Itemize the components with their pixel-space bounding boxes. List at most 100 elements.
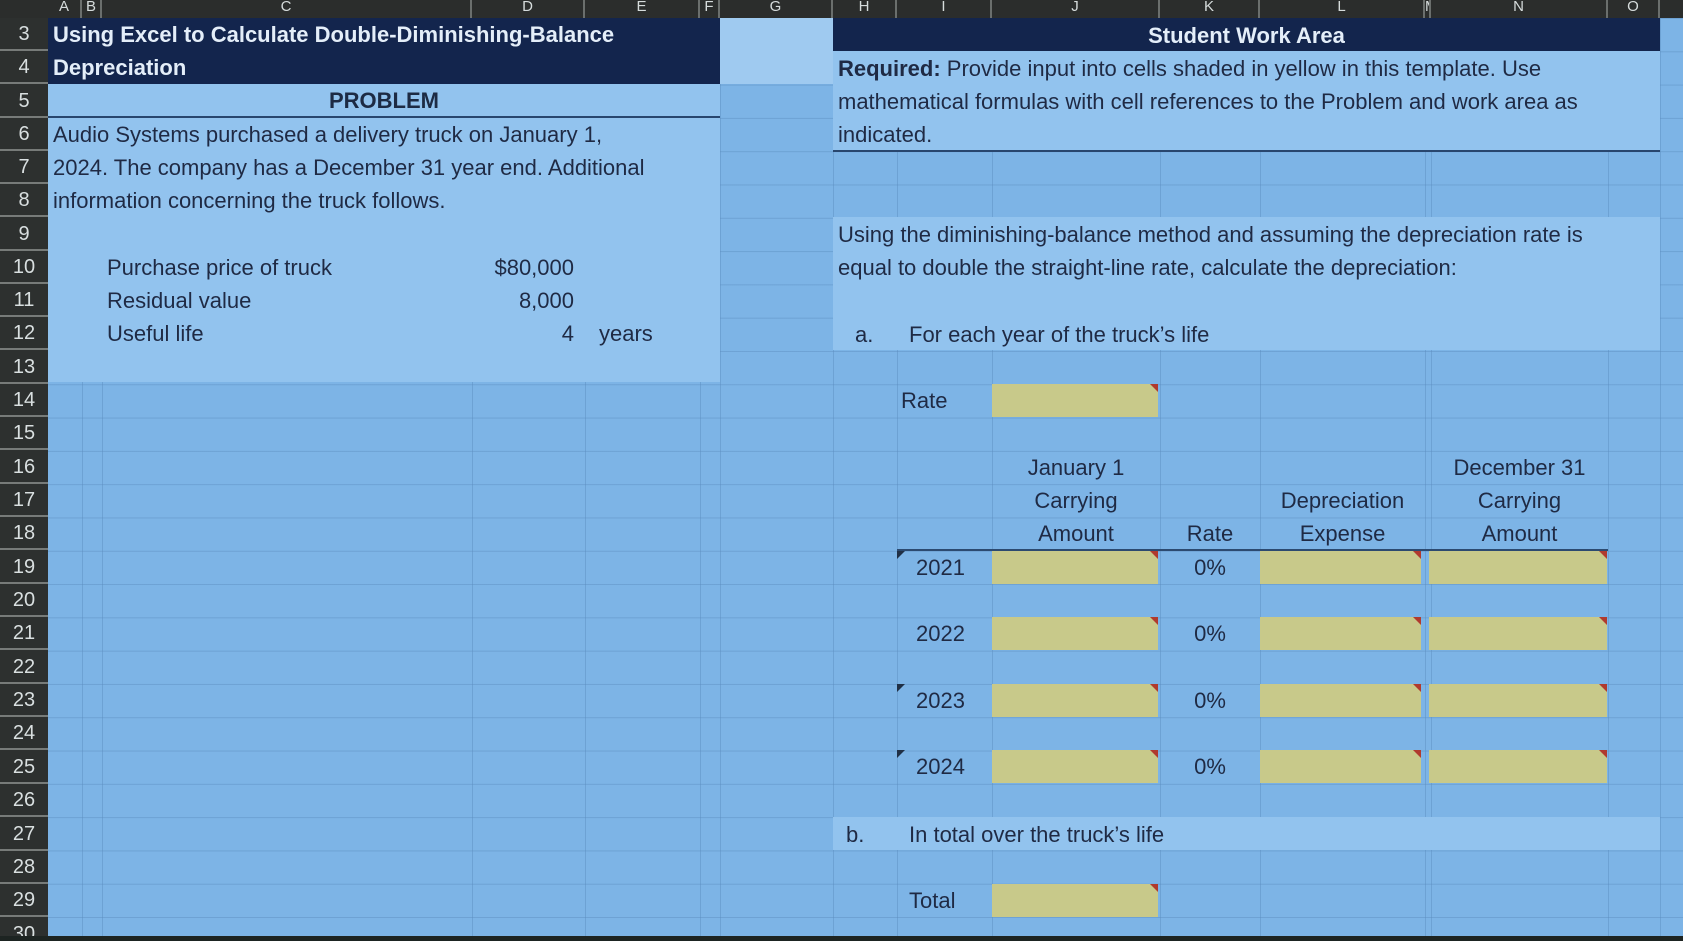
row-header-15[interactable]: 15 [0, 417, 48, 450]
year-2024: 2024 [916, 754, 965, 779]
row-header-16[interactable]: 16 [0, 450, 48, 484]
row-header-27[interactable]: 27 [0, 817, 48, 851]
column-header-c[interactable]: C [102, 0, 472, 18]
dec31-2021-input[interactable] [1429, 551, 1607, 584]
residual-value-value[interactable]: 8,000 [518, 288, 574, 313]
header-jan1-line2: Carrying [1034, 488, 1118, 513]
problem-section-header: PROBLEM [329, 88, 439, 113]
problem-title-line1: Using Excel to Calculate Double-Diminish… [53, 22, 615, 47]
residual-value-label: Residual value [107, 288, 252, 313]
column-header-e[interactable]: E [585, 0, 700, 18]
rate-2024[interactable]: 0% [1194, 754, 1226, 779]
instruction-area [833, 217, 1660, 350]
required-label: Required: [838, 56, 941, 81]
column-header-o[interactable]: O [1608, 0, 1660, 18]
problem-text-line3: information concerning the truck follows… [53, 188, 446, 213]
problem-header-underline [48, 116, 720, 118]
row-header-8[interactable]: 8 [0, 184, 48, 217]
purchase-price-value[interactable]: $80,000 [494, 255, 574, 280]
dec31-2024-input[interactable] [1429, 750, 1607, 783]
row-header-14[interactable]: 14 [0, 384, 48, 417]
required-area [833, 51, 1660, 151]
part-a-text: For each year of the truck’s life [909, 322, 1210, 347]
column-header-h[interactable]: H [833, 0, 897, 18]
total-input-cell[interactable] [992, 884, 1158, 917]
required-line3: indicated. [838, 122, 933, 147]
row-header-10[interactable]: 10 [0, 251, 48, 284]
row-header-17[interactable]: 17 [0, 484, 48, 517]
rate-2021[interactable]: 0% [1194, 555, 1226, 580]
row-header-9[interactable]: 9 [0, 217, 48, 251]
row-header-13[interactable]: 13 [0, 350, 48, 384]
jan1-2024-input[interactable] [992, 750, 1158, 783]
jan1-2023-input[interactable] [992, 684, 1158, 717]
row-header-23[interactable]: 23 [0, 684, 48, 717]
rate-2022[interactable]: 0% [1194, 621, 1226, 646]
row-header-12[interactable]: 12 [0, 317, 48, 350]
row-header-22[interactable]: 22 [0, 650, 48, 684]
problem-text-line2: 2024. The company has a December 31 year… [53, 155, 645, 180]
column-header-k[interactable]: K [1160, 0, 1260, 18]
column-header-g[interactable]: G [720, 0, 833, 18]
column-header-a[interactable]: A [48, 0, 82, 18]
column-header-b[interactable]: B [82, 0, 102, 18]
dep-2021-input[interactable] [1260, 551, 1421, 584]
rate-input-cell[interactable] [992, 384, 1158, 417]
dep-2023-input[interactable] [1260, 684, 1421, 717]
header-jan1-line1: January 1 [1027, 455, 1125, 480]
row-header-3[interactable]: 3 [0, 18, 48, 51]
required-text-1: Provide input into cells shaded in yello… [940, 56, 1542, 81]
row-header-5[interactable]: 5 [0, 84, 48, 118]
row-header-21[interactable]: 21 [0, 617, 48, 650]
problem-area [48, 84, 720, 382]
work-area-header: Student Work Area [1148, 23, 1345, 48]
jan1-2022-input[interactable] [992, 617, 1158, 650]
header-dec31-line2: Carrying [1477, 488, 1562, 513]
header-dep-line2: Expense [1299, 521, 1386, 546]
row-header-18[interactable]: 18 [0, 517, 48, 550]
useful-life-label: Useful life [107, 321, 204, 346]
dep-2024-input[interactable] [1260, 750, 1421, 783]
comment-indicator [897, 684, 905, 692]
row-header-28[interactable]: 28 [0, 851, 48, 884]
column-header-j[interactable]: J [992, 0, 1160, 18]
purchase-price-label: Purchase price of truck [107, 255, 332, 280]
part-b-band [833, 817, 1660, 850]
row-header-6[interactable]: 6 [0, 118, 48, 151]
row-header-11[interactable]: 11 [0, 284, 48, 317]
row-header-19[interactable]: 19 [0, 550, 48, 584]
column-header-p[interactable] [1660, 0, 1683, 18]
dec31-2023-input[interactable] [1429, 684, 1607, 717]
select-all-corner[interactable] [0, 0, 48, 18]
year-2023: 2023 [916, 688, 965, 713]
row-header-24[interactable]: 24 [0, 717, 48, 750]
header-rate: Rate [1186, 521, 1234, 546]
total-label: Total [909, 888, 956, 913]
problem-title-line2: Depreciation [53, 55, 187, 80]
dec31-2022-input[interactable] [1429, 617, 1607, 650]
row-header-4[interactable]: 4 [0, 51, 48, 84]
column-header-m[interactable]: M [1425, 0, 1431, 18]
column-header-f[interactable]: F [700, 0, 720, 18]
header-dec31-line1: December 31 [1453, 455, 1586, 480]
required-underline [833, 150, 1660, 152]
row-header-7[interactable]: 7 [0, 151, 48, 184]
rate-2023[interactable]: 0% [1194, 688, 1226, 713]
useful-life-value[interactable]: 4 [561, 321, 574, 346]
part-a-letter: a. [855, 322, 874, 347]
required-line1: Required: Provide input into cells shade… [838, 51, 1541, 84]
part-b-text: In total over the truck’s life [909, 822, 1165, 847]
column-header-l[interactable]: L [1260, 0, 1425, 18]
column-header-i[interactable]: I [897, 0, 992, 18]
column-header-d[interactable]: D [472, 0, 585, 18]
instruction-line1: Using the diminishing-balance method and… [838, 222, 1583, 247]
row-header-29[interactable]: 29 [0, 884, 48, 917]
row-header-25[interactable]: 25 [0, 750, 48, 784]
header-jan1-line3: Amount [1038, 521, 1114, 546]
row-header-26[interactable]: 26 [0, 784, 48, 817]
jan1-2021-input[interactable] [992, 551, 1158, 584]
column-header-n[interactable]: N [1431, 0, 1608, 18]
useful-life-unit: years [599, 321, 653, 346]
dep-2022-input[interactable] [1260, 617, 1421, 650]
row-header-20[interactable]: 20 [0, 584, 48, 617]
